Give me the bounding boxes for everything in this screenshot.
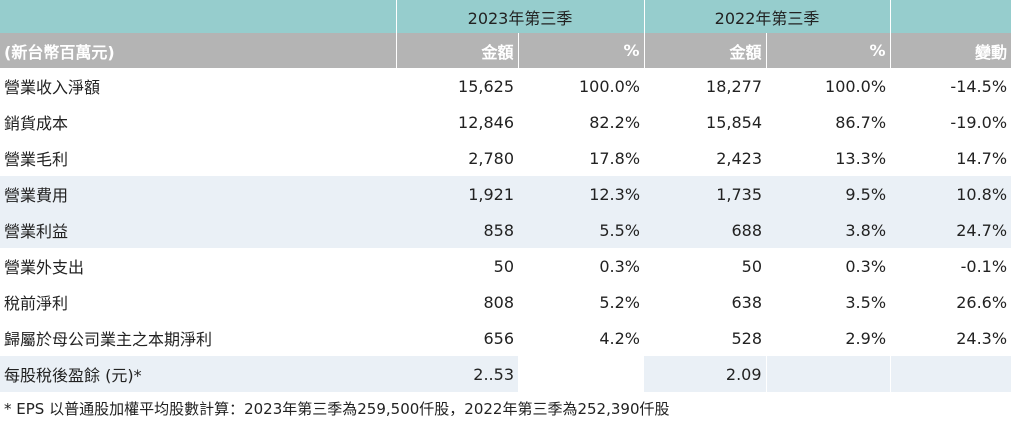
pct-2022: 100.0% [825, 76, 887, 96]
header-blank [0, 0, 396, 33]
change-value [889, 356, 1011, 392]
pct-2022: 2.9% [845, 328, 887, 348]
pct-2022: 3.8% [766, 212, 891, 248]
amount-2023: 50 [493, 256, 514, 276]
pct-2023: 82.2% [589, 112, 641, 132]
pct-2022: 13.3% [835, 148, 887, 168]
change-value: 24.7% [890, 212, 1011, 248]
amount-2022: 18,277 [706, 76, 763, 96]
change-value: 10.8% [890, 176, 1011, 212]
row-label: 每股稅後盈餘 (元)* [0, 356, 396, 392]
pct-2022: 3.5% [845, 292, 887, 312]
pct-2023 [518, 356, 645, 392]
eps-footnote: * EPS 以普通股加權平均股數計算：2023年第三季為259,500仟股，20… [4, 400, 670, 418]
unit-label: (新台幣百萬元) [0, 33, 396, 68]
amount-2022: 2.09 [644, 356, 767, 392]
pct-2023-header: % [517, 33, 645, 68]
table-row: 營業費用 1,921 12.3% 1,735 9.5% 10.8% [0, 176, 1011, 212]
pct-2023: 5.5% [518, 212, 645, 248]
row-label: 營業費用 [0, 176, 396, 212]
amount-2022-header: 金額 [643, 33, 767, 68]
row-label: 營業利益 [0, 212, 396, 248]
income-statement-table: 2023年第三季 2022年第三季 (新台幣百萬元) 金額 % 金額 % 變動 … [0, 0, 1011, 392]
change-header-blank [889, 0, 1011, 33]
table-row: 歸屬於母公司業主之本期淨利 656 4.2% 528 2.9% 24.3% [0, 320, 1011, 356]
amount-2022: 688 [644, 212, 767, 248]
pct-2023: 100.0% [579, 76, 641, 96]
amount-2022: 638 [731, 292, 763, 312]
amount-2023-header: 金額 [395, 33, 518, 68]
change-header: 變動 [889, 33, 1011, 68]
amount-2022: 528 [731, 328, 763, 348]
pct-2023: 12.3% [518, 176, 645, 212]
amount-2022: 1,735 [644, 176, 767, 212]
table-row: 銷貨成本 12,846 82.2% 15,854 86.7% -19.0% [0, 104, 1011, 140]
period-header-row: 2023年第三季 2022年第三季 [0, 0, 1011, 33]
row-label: 銷貨成本 [4, 114, 69, 133]
table-row: 營業外支出 50 0.3% 50 0.3% -0.1% [0, 248, 1011, 284]
amount-2023: 858 [396, 212, 518, 248]
amount-2023: 656 [483, 328, 514, 348]
pct-2023: 5.2% [599, 292, 641, 312]
amount-2022: 2,423 [716, 148, 763, 168]
amount-2023: 2..53 [396, 356, 518, 392]
pct-2022: 86.7% [835, 112, 887, 132]
amount-2022: 15,854 [706, 112, 763, 132]
row-label: 營業外支出 [4, 258, 85, 277]
amount-2023: 808 [483, 292, 514, 312]
change-value: -19.0% [950, 112, 1008, 132]
amount-2023: 1,921 [396, 176, 518, 212]
pct-2022 [765, 356, 891, 392]
pct-2022-header: % [765, 33, 891, 68]
row-label: 歸屬於母公司業主之本期淨利 [4, 330, 213, 349]
change-value: -0.1% [960, 256, 1008, 276]
table-row: 稅前淨利 808 5.2% 638 3.5% 26.6% [0, 284, 1011, 320]
table-row: 營業收入淨額 15,625 100.0% 18,277 100.0% -14.5… [0, 68, 1011, 104]
amount-2023: 2,780 [468, 148, 514, 168]
change-value: -14.5% [950, 76, 1008, 96]
table-row: 營業毛利 2,780 17.8% 2,423 13.3% 14.7% [0, 140, 1011, 176]
amount-2023: 12,846 [458, 112, 514, 132]
row-label: 稅前淨利 [4, 294, 69, 313]
pct-2023: 4.2% [599, 328, 641, 348]
pct-2022: 0.3% [845, 256, 887, 276]
column-header-row: (新台幣百萬元) 金額 % 金額 % 變動 [0, 33, 1011, 68]
period-2022-header: 2022年第三季 [643, 0, 891, 33]
period-2023-header: 2023年第三季 [395, 0, 645, 33]
change-value: 24.3% [956, 328, 1008, 348]
pct-2023: 0.3% [599, 256, 641, 276]
pct-2023: 17.8% [589, 148, 641, 168]
pct-2022: 9.5% [766, 176, 891, 212]
row-label: 營業毛利 [4, 150, 69, 169]
amount-2023: 15,625 [458, 76, 514, 96]
table-row: 每股稅後盈餘 (元)* 2..53 2.09 [0, 356, 1011, 392]
table-row: 營業利益 858 5.5% 688 3.8% 24.7% [0, 212, 1011, 248]
change-value: 14.7% [956, 148, 1008, 168]
amount-2022: 50 [741, 256, 763, 276]
row-label: 營業收入淨額 [4, 78, 101, 97]
change-value: 26.6% [956, 292, 1008, 312]
